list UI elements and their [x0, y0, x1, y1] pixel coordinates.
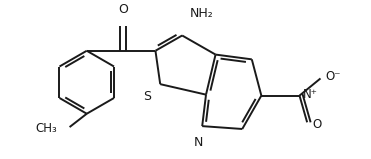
- Text: N⁺: N⁺: [303, 88, 318, 101]
- Text: CH₃: CH₃: [36, 122, 57, 135]
- Text: O⁻: O⁻: [325, 70, 341, 83]
- Text: S: S: [143, 90, 151, 103]
- Text: NH₂: NH₂: [190, 7, 214, 20]
- Text: O: O: [118, 3, 128, 16]
- Text: N: N: [194, 136, 203, 149]
- Text: O: O: [312, 118, 321, 131]
